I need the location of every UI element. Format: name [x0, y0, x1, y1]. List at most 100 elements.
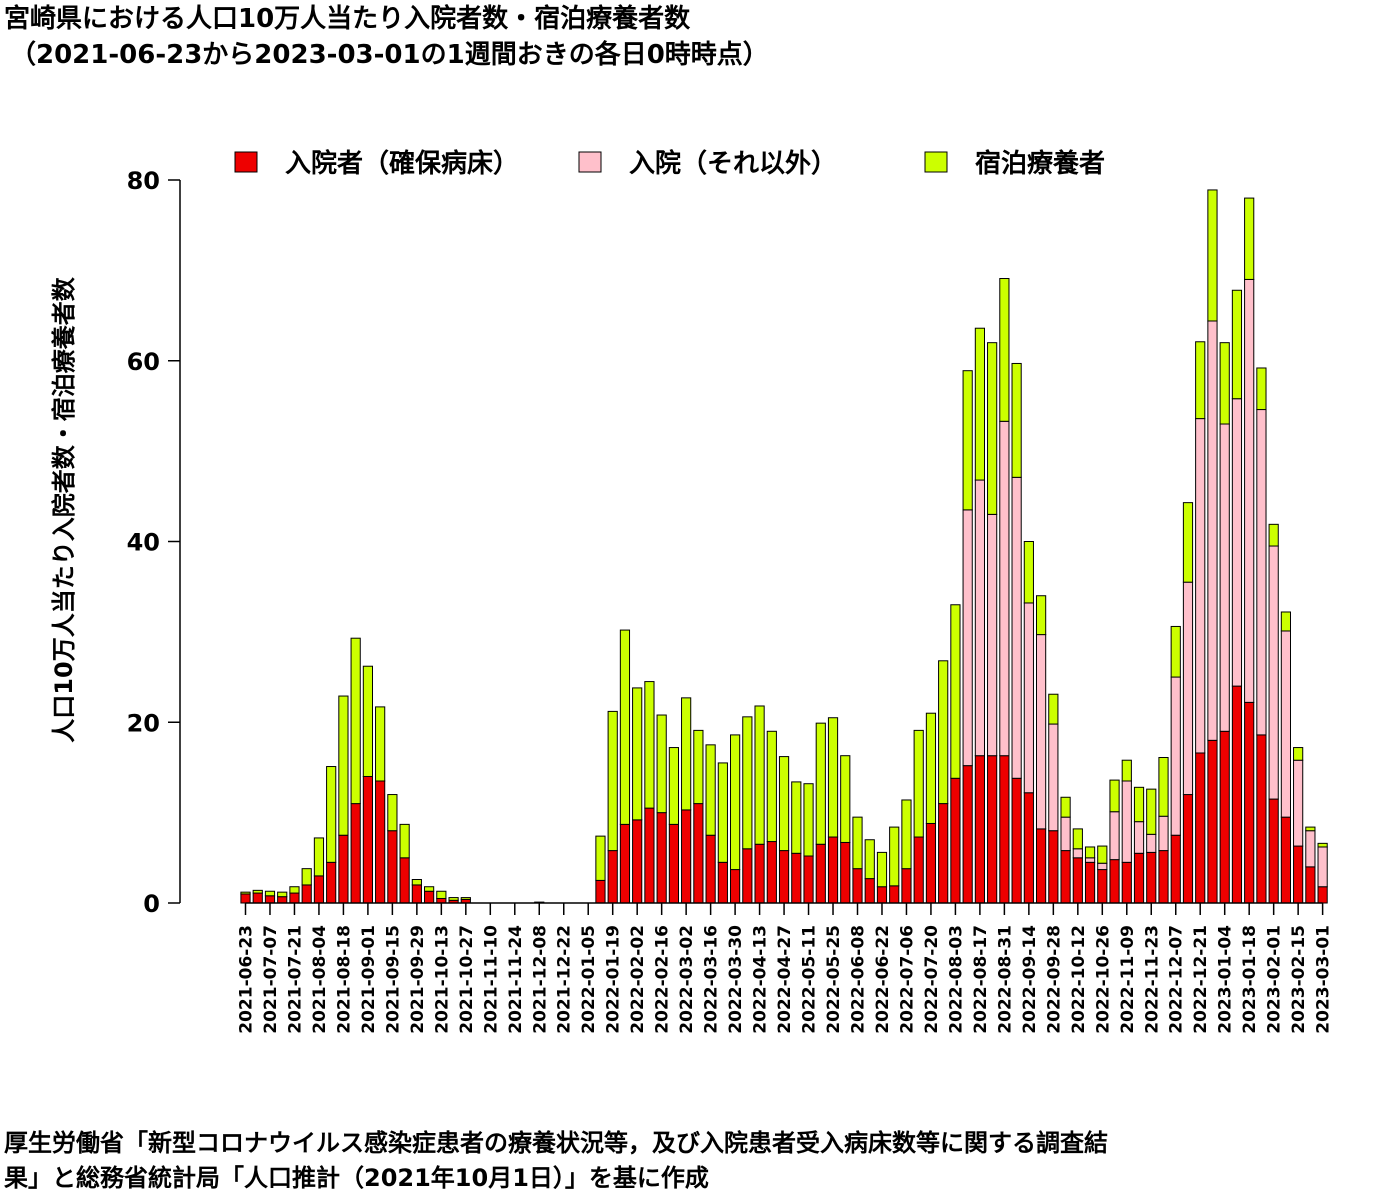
bar-segment-series-2 [1256, 367, 1267, 411]
bar-segment-series-0 [1072, 857, 1083, 904]
bar-segment-series-0 [852, 868, 863, 904]
bar-segment-series-0 [277, 896, 288, 904]
bar-segment-series-0 [999, 755, 1010, 904]
bar-segment-series-1 [1011, 476, 1022, 779]
bar-segment-series-2 [705, 744, 716, 836]
bar-segment-series-2 [411, 879, 422, 886]
bar-segment-series-1 [962, 509, 973, 767]
bar-segment-series-1 [1293, 759, 1304, 847]
bar-segment-series-2 [1219, 342, 1230, 425]
bar-segment-series-2 [730, 734, 741, 871]
x-tick-label: 2022-08-17 [971, 925, 991, 1034]
bar-segment-series-2 [1048, 693, 1059, 725]
bar-segment-series-0 [1158, 850, 1169, 904]
bar-segment-series-2 [1133, 786, 1145, 823]
bar-segment-series-0 [1219, 730, 1230, 904]
bar-segment-series-0 [754, 843, 765, 904]
legend-label: 入院（それ以外） [629, 148, 837, 179]
bar-segment-series-1 [1121, 780, 1132, 863]
bar-segment-series-0 [876, 886, 888, 904]
x-tick-label: 2021-08-04 [310, 925, 330, 1034]
bar-segment-series-0 [938, 803, 949, 904]
x-tick-label: 2021-12-08 [530, 925, 550, 1034]
chart-title-line2: （2021-06-23から2023-03-01の1週間おきの各日0時時点） [10, 40, 769, 70]
bar-segment-series-0 [974, 755, 985, 904]
bar-segment-series-2 [656, 714, 667, 814]
x-tick-label: 2021-07-07 [261, 925, 281, 1034]
bar-segment-series-1 [1048, 723, 1059, 832]
bar-segment-series-0 [1305, 866, 1316, 904]
bar-segment-series-0 [313, 875, 325, 904]
bar-segment-series-2 [766, 730, 777, 843]
x-tick-label: 2022-02-02 [628, 925, 648, 1034]
bar-segment-series-1 [1268, 545, 1279, 800]
bar-segment-series-0 [1317, 886, 1328, 904]
bar-segment-series-2 [889, 826, 900, 887]
chart-title-line1: 宮崎県における人口10万人当たり入院者数・宿泊療養者数 [4, 4, 691, 34]
bar-segment-series-0 [350, 803, 361, 904]
bar-segment-series-2 [693, 729, 704, 805]
bar-segment-series-0 [913, 836, 924, 904]
bar-segment-series-0 [301, 884, 312, 904]
bar-segment-series-2 [644, 681, 655, 809]
bar-segment-series-0 [424, 890, 435, 904]
bar-segment-series-2 [999, 278, 1010, 422]
bar-segment-series-1 [1182, 581, 1194, 796]
bar-segment-series-0 [901, 868, 912, 904]
bar-segment-series-1 [1219, 423, 1230, 732]
bar-segment-series-0 [668, 823, 679, 904]
bar-segment-series-0 [1268, 798, 1279, 904]
bar-segment-series-2 [840, 755, 851, 843]
bar-segment-series-2 [987, 342, 998, 515]
bar-segment-series-2 [595, 835, 606, 881]
bar-segment-series-2 [681, 697, 692, 811]
bar-segment-series-1 [1072, 848, 1083, 859]
bar-segment-series-1 [1317, 846, 1328, 888]
bar-segment-series-0 [1182, 794, 1194, 904]
bar-segment-series-2 [1109, 779, 1120, 813]
x-tick-label: 2022-08-03 [946, 925, 966, 1034]
bar-segment-series-2 [289, 886, 300, 894]
bar-segment-series-0 [362, 775, 373, 904]
x-axis: 2021-06-23 2021-07-07 2021-07-21 2021-08-04… [237, 902, 1334, 1034]
bar-segment-series-2 [668, 747, 679, 825]
bar-segment-series-2 [240, 891, 251, 895]
bar-segment-series-2 [387, 794, 398, 832]
bar-segment-series-2 [313, 837, 325, 877]
bar-segment-series-0 [950, 777, 961, 904]
bar-segment-series-0 [399, 857, 410, 904]
bar-segment-series-2 [876, 851, 888, 888]
bar-segment-series-0 [693, 803, 704, 904]
legend-label: 宿泊療養者 [975, 148, 1105, 179]
bar-segment-series-2 [264, 890, 276, 897]
bar-segment-series-1 [1231, 398, 1243, 687]
bar-segment-series-1 [1195, 418, 1206, 754]
bar-segment-series-1 [1023, 602, 1034, 794]
x-tick-label: 2022-05-25 [824, 925, 844, 1034]
bar-segment-series-1 [1109, 811, 1120, 861]
bar-segment-series-1 [1084, 857, 1096, 863]
bar-segment-series-0 [289, 892, 300, 904]
bar-segment-series-2 [252, 889, 263, 894]
source-note-line2: 果」と総務省統計局「人口推計（2021年10月1日）」を基に作成 [4, 1164, 709, 1192]
stacked-bar-chart: 入院者（確保病床） 入院（それ以外） 宿泊療養者 0 20 40 60 80 2021-06… [50, 148, 1334, 1034]
x-tick-label: 2022-01-05 [579, 925, 599, 1034]
legend-swatch [578, 151, 602, 173]
x-tick-label: 2022-06-22 [873, 925, 893, 1034]
bar-segment-series-0 [240, 893, 251, 904]
bar-segment-series-2 [803, 783, 814, 857]
y-tick-label: 40 [127, 529, 160, 557]
x-tick-label: 2022-11-23 [1142, 925, 1162, 1034]
legend-label: 入院者（確保病床） [285, 148, 519, 179]
y-tick-label: 0 [143, 890, 160, 918]
x-tick-label: 2022-04-27 [775, 925, 795, 1034]
x-tick-label: 2021-09-01 [359, 925, 379, 1034]
bar-segment-series-0 [766, 841, 777, 904]
bar-segment-series-1 [1097, 862, 1108, 871]
bar-segment-series-2 [399, 823, 410, 859]
bar-segment-series-2 [974, 327, 985, 481]
x-tick-label: 2022-09-14 [1020, 925, 1040, 1034]
bar-segment-series-0 [742, 848, 753, 904]
bar-segment-series-2 [938, 660, 949, 805]
bar-segment-series-0 [1207, 739, 1218, 904]
